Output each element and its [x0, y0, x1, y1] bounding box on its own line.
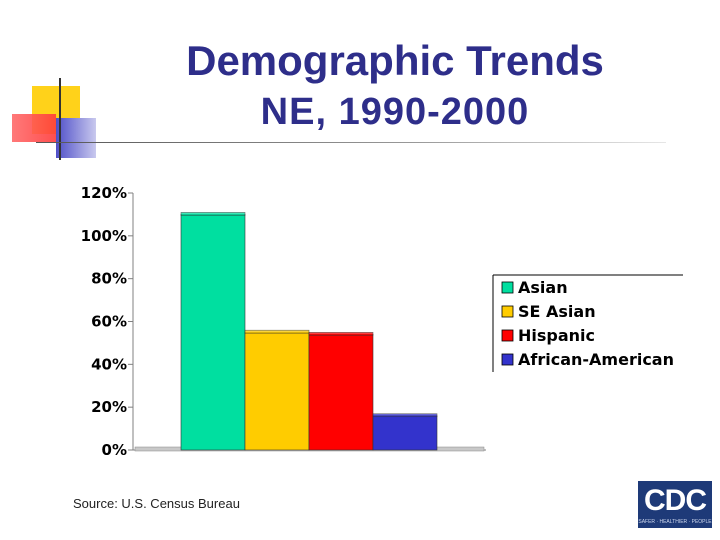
source-note: Source: U.S. Census Bureau — [73, 496, 240, 511]
bar-african-american — [372, 415, 438, 451]
decorative-blue-square — [56, 118, 96, 158]
bar-top-cap — [244, 329, 310, 334]
y-tick-label: 0% — [102, 441, 127, 459]
title-divider — [36, 142, 666, 143]
legend-label: Hispanic — [518, 326, 595, 345]
legend-swatch-se-asian — [501, 305, 514, 318]
bar-top-cap — [308, 332, 374, 336]
bar-hispanic — [308, 334, 374, 451]
cdc-logo-tagline: SAFER · HEALTHIER · PEOPLE — [638, 519, 712, 525]
legend-box — [493, 275, 683, 372]
legend-label: Asian — [518, 278, 568, 297]
page-subtitle: NE, 1990-2000 — [260, 91, 530, 133]
legend-label: SE Asian — [518, 302, 596, 321]
cdc-logo: CDC SAFER · HEALTHIER · PEOPLE — [638, 481, 712, 528]
y-tick-label: 120% — [81, 184, 127, 202]
y-tick-label: 80% — [91, 270, 127, 288]
cdc-logo-text: CDC — [644, 484, 707, 517]
decorative-red-square — [12, 114, 56, 142]
bar-se-asian — [244, 331, 310, 451]
legend-swatch-hispanic — [501, 329, 514, 342]
bar-top-cap — [372, 413, 438, 418]
bar-top-cap — [180, 212, 246, 216]
decorative-vertical-line — [59, 78, 61, 160]
legend-swatch-african-american — [501, 353, 514, 366]
legend-swatch-asian — [501, 281, 514, 294]
y-tick-label: 60% — [91, 313, 127, 331]
page-title: Demographic Trends — [186, 37, 604, 84]
legend-label: African-American — [518, 350, 674, 369]
y-tick-label: 40% — [91, 355, 127, 373]
bar-asian — [180, 214, 246, 451]
y-tick-label: 20% — [91, 398, 127, 416]
y-tick-label: 100% — [81, 227, 127, 245]
